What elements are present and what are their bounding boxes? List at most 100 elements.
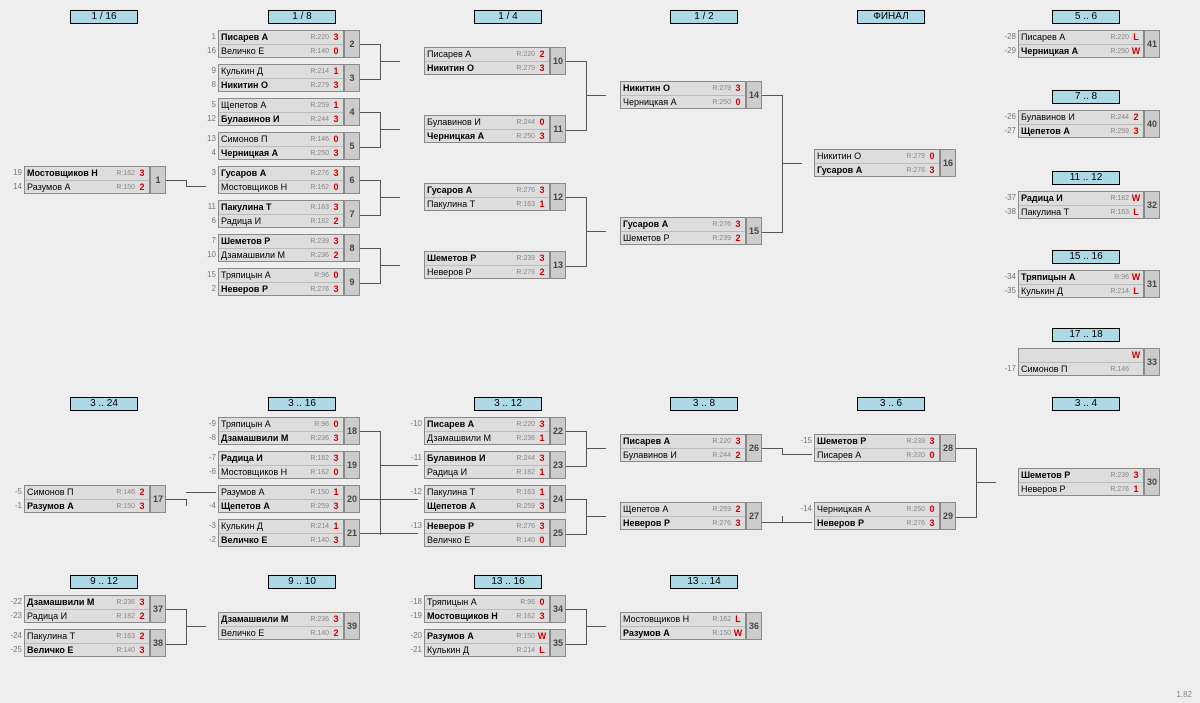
player-score: 0 [331, 418, 341, 431]
player-row: Симонов ПR:146 [1019, 362, 1143, 376]
player-rating: R:276 [310, 167, 329, 180]
seed-number: -20 [406, 629, 424, 643]
player-score: 3 [137, 644, 147, 657]
player-score: 3 [537, 184, 547, 197]
player-score: 0 [331, 466, 341, 479]
player-name: Симонов П [221, 133, 267, 146]
player-rating: R:220 [516, 418, 535, 431]
bracket-connector [166, 180, 187, 187]
seed-number [796, 149, 814, 163]
player-score: 2 [1131, 111, 1141, 124]
player-name: Шеметов Р [817, 435, 866, 448]
player-row: Радица ИR:1821 [425, 465, 549, 479]
player-name: Величко Е [27, 644, 73, 657]
player-name: Радица И [221, 452, 263, 465]
seed-number: -17 [1000, 362, 1018, 376]
version-label: 1.82 [1176, 690, 1192, 699]
player-rating: R:239 [906, 435, 925, 448]
player-rating: R:276 [516, 266, 535, 279]
match: Никитин ОR:2793Черницкая АR:250014 [602, 81, 762, 109]
player-score: 3 [537, 62, 547, 75]
match-players: Кулькин ДR:2141Никитин ОR:2793 [218, 64, 344, 92]
player-row: Пакулина ТR:1632 [25, 630, 149, 643]
match-players: Гусаров АR:2763Пакулина ТR:1631 [424, 183, 550, 211]
match-players: Гусаров АR:2763Шеметов РR:2392 [620, 217, 746, 245]
seed-number [1000, 348, 1018, 362]
player-rating: R:150 [712, 627, 731, 640]
seed-number: -38 [1000, 205, 1018, 219]
player-name: Пакулина Т [427, 486, 475, 499]
player-name: Тряпицын А [221, 418, 271, 431]
match: Гусаров АR:2763Шеметов РR:239215 [602, 217, 762, 245]
seed-number: 9 [200, 64, 218, 78]
match-id: 40 [1144, 110, 1160, 138]
player-rating: R:150 [516, 630, 535, 643]
player-score: 3 [537, 418, 547, 431]
player-rating: R:162 [712, 613, 731, 626]
player-rating: R:96 [314, 269, 329, 282]
match: -12Пакулина ТR:1631Щепетов АR:259324 [406, 485, 566, 513]
player-score: 1 [537, 466, 547, 479]
player-rating: R:239 [516, 252, 535, 265]
match-id: 29 [940, 502, 956, 530]
seed-number [602, 626, 620, 640]
player-score: L [1131, 31, 1141, 44]
player-row: Писарев АR:2203 [219, 31, 343, 44]
round-header: 1 / 2 [670, 10, 738, 24]
seed-number [406, 431, 424, 445]
player-rating: R:214 [516, 644, 535, 657]
bracket-connector [976, 482, 996, 484]
player-score: 3 [537, 610, 547, 623]
player-rating: R:250 [712, 96, 731, 109]
player-score: 3 [927, 435, 937, 448]
player-score: 1 [331, 520, 341, 533]
player-row: Мостовщиков НR:1620 [219, 180, 343, 194]
match-id: 15 [746, 217, 762, 245]
match-players: Шеметов РR:2393Неверов РR:2761 [1018, 468, 1144, 496]
seed-number: 5 [200, 98, 218, 112]
match-players: Писарев АR:2202Никитин ОR:2793 [424, 47, 550, 75]
player-name: Дзамашвили М [427, 432, 491, 445]
match-players: Писарев АR:2203Дзамашвили МR:2361 [424, 417, 550, 445]
seed-number [406, 197, 424, 211]
seed-number: -34 [1000, 270, 1018, 284]
bracket-connector [956, 448, 977, 518]
player-row: Булавинов ИR:2440 [425, 116, 549, 129]
round-header: 3 .. 8 [670, 397, 738, 411]
player-rating: R:214 [310, 65, 329, 78]
player-row: Радица ИR:182W [1019, 192, 1143, 205]
player-score: 3 [331, 147, 341, 160]
match: Писарев АR:2202Никитин ОR:279310 [406, 47, 566, 75]
match-players: Кулькин ДR:2141Величко ЕR:1403 [218, 519, 344, 547]
player-score: 3 [331, 613, 341, 626]
match-id: 32 [1144, 191, 1160, 219]
seed-number [200, 485, 218, 499]
seed-number: 10 [200, 248, 218, 262]
player-row: Булавинов ИR:2443 [219, 112, 343, 126]
seed-number: -9 [200, 417, 218, 431]
player-row: Писарев АR:220L [1019, 31, 1143, 44]
player-name: Тряпицын А [427, 596, 477, 609]
player-rating: R:244 [516, 116, 535, 129]
player-score: 3 [537, 252, 547, 265]
player-row: Никитин ОR:2793 [621, 82, 745, 95]
player-rating: R:239 [310, 235, 329, 248]
match-id: 16 [940, 149, 956, 177]
match-players: Писарев АR:2203Величко ЕR:1400 [218, 30, 344, 58]
player-rating: R:279 [516, 62, 535, 75]
match: -5-1Симонов ПR:1462Разумов АR:150317 [6, 485, 166, 513]
player-score: 0 [927, 150, 937, 163]
seed-number: 16 [200, 44, 218, 58]
match-id: 3 [344, 64, 360, 92]
player-rating: R:96 [314, 418, 329, 431]
player-row: Величко ЕR:1402 [219, 626, 343, 640]
match-id: 12 [550, 183, 566, 211]
player-score: L [1131, 206, 1141, 219]
seed-number: -23 [6, 609, 24, 623]
match: Дзамашвили МR:2363Величко ЕR:140239 [200, 612, 360, 640]
player-score: 3 [1131, 469, 1141, 482]
player-rating: R:259 [1110, 125, 1129, 138]
player-row: Щепетов АR:2593 [1019, 124, 1143, 138]
match-players: Булавинов ИR:2443Радица ИR:1821 [424, 451, 550, 479]
player-name: Кулькин Д [1021, 285, 1063, 298]
